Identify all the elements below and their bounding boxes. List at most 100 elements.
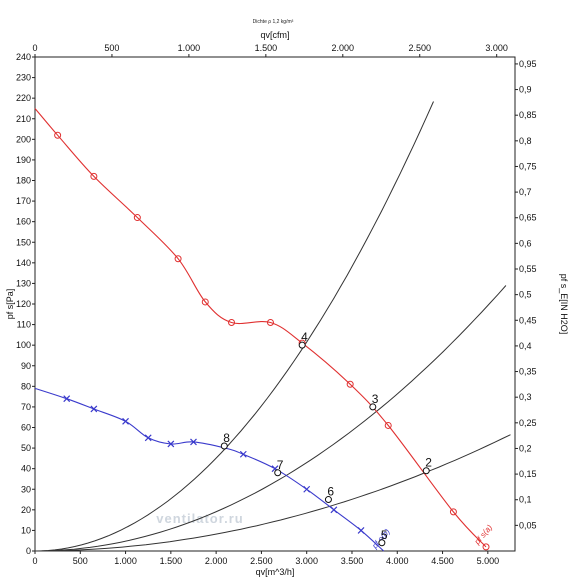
x-tick-label: 5.000 <box>477 556 500 566</box>
series-a-marker <box>346 380 354 388</box>
y2-tick-label: 0,1 <box>519 495 532 505</box>
x2-tick-label: 2.000 <box>332 43 355 53</box>
y-tick-label: 210 <box>16 114 31 124</box>
y2-tick-label: 0,95 <box>519 59 537 69</box>
x2-tick-label: 500 <box>104 43 119 53</box>
y2-tick-label: 0,9 <box>519 85 532 95</box>
y2-tick-label: 0,7 <box>519 187 532 197</box>
x2-tick-label: 1.500 <box>255 43 278 53</box>
series-a-marker <box>482 543 490 551</box>
operating-point-marker <box>220 442 228 450</box>
y-tick-label: 180 <box>16 176 31 186</box>
y-tick-label: 190 <box>16 155 31 165</box>
x2-tick-label: 3.000 <box>485 43 508 53</box>
y-tick-label: 150 <box>16 237 31 247</box>
y2-tick-label: 0,6 <box>519 238 532 248</box>
x-tick-label: 4.000 <box>386 556 409 566</box>
series-b-marker <box>303 485 311 493</box>
system-curve-3 <box>34 285 507 552</box>
y-tick-label: 90 <box>21 361 31 371</box>
y-tick-label: 20 <box>21 505 31 515</box>
y-tick-label: 170 <box>16 196 31 206</box>
operating-point-marker <box>422 467 430 475</box>
x-tick-label: 500 <box>73 556 88 566</box>
y2-tick-label: 0,2 <box>519 443 532 453</box>
left-axis-title: pf s[Pa] <box>5 289 15 320</box>
y-tick-label: 40 <box>21 464 31 474</box>
y-tick-label: 140 <box>16 258 31 268</box>
x-tick-label: 2.500 <box>250 556 273 566</box>
curve-layer <box>34 101 511 552</box>
y-tick-label: 200 <box>16 134 31 144</box>
y-tick-label: 10 <box>21 525 31 535</box>
series-b-marker <box>167 440 175 448</box>
y2-tick-label: 0,5 <box>519 290 532 300</box>
right-axis-title: pf s_E[IN H2O] <box>559 274 568 335</box>
y-tick-label: 240 <box>16 52 31 62</box>
y-tick-label: 30 <box>21 484 31 494</box>
x2-tick-label: 0 <box>32 43 37 53</box>
y-tick-label: 220 <box>16 93 31 103</box>
series-b-line <box>34 387 385 552</box>
y2-tick-label: 0,4 <box>519 341 532 351</box>
y-tick-label: 70 <box>21 402 31 412</box>
operating-point-label: 7 <box>277 458 284 472</box>
y2-tick-label: 0,75 <box>519 161 537 171</box>
x2-tick-label: 1.000 <box>178 43 201 53</box>
series-b-marker <box>90 405 98 413</box>
y-tick-label: 230 <box>16 73 31 83</box>
x-tick-label: 1.000 <box>114 556 137 566</box>
y-tick-label: 130 <box>16 278 31 288</box>
series-a-line <box>34 108 487 548</box>
y2-tick-label: 0,35 <box>519 367 537 377</box>
bottom-axis-title: qv[m^3/h] <box>256 567 295 577</box>
y-tick-label: 60 <box>21 423 31 433</box>
y2-tick-label: 0,85 <box>519 110 537 120</box>
series-a-marker <box>228 319 236 327</box>
system-curve-4 <box>34 101 434 552</box>
y-tick-label: 50 <box>21 443 31 453</box>
x-tick-label: 3.000 <box>295 556 318 566</box>
series-a-marker <box>54 131 62 139</box>
y-tick-label: 80 <box>21 381 31 391</box>
operating-point-label: 4 <box>301 330 308 344</box>
operating-point-marker <box>274 469 282 477</box>
chart-title: Dichte ρ 1,2 kg/m³ <box>253 19 294 25</box>
series-a-marker <box>449 508 457 516</box>
operating-point-marker <box>369 403 377 411</box>
y2-tick-label: 0,05 <box>519 520 537 530</box>
operating-point-label: 3 <box>372 392 379 406</box>
series-b-marker <box>330 506 338 514</box>
x-tick-label: 1.500 <box>160 556 183 566</box>
operating-point-label: 8 <box>223 431 230 445</box>
y-tick-label: 110 <box>17 320 31 330</box>
x-tick-label: 3.500 <box>341 556 364 566</box>
series-a-marker <box>384 421 392 429</box>
series-a-marker <box>90 172 98 180</box>
operating-point-label: 6 <box>327 485 334 499</box>
series-b-marker <box>144 434 152 442</box>
operating-point-marker <box>324 496 332 504</box>
operating-point-marker <box>298 341 306 349</box>
plot-frame <box>34 56 516 552</box>
y2-tick-label: 0,15 <box>519 469 537 479</box>
series-b-marker <box>63 395 71 403</box>
series-b-marker <box>190 438 197 446</box>
y-tick-label: 120 <box>16 299 31 309</box>
tick-layer: 0 500 1.000 1.500 2.000 2.500 3.000 3.500 4.000 4… <box>16 43 537 566</box>
y2-tick-label: 0,65 <box>519 213 537 223</box>
operating-point-label: 5 <box>381 528 388 542</box>
operating-point-marker <box>378 539 386 547</box>
y-tick-label: 100 <box>16 340 31 350</box>
series-b-marker <box>239 450 247 458</box>
operating-point-label: 2 <box>425 456 432 470</box>
system-curve-2 <box>35 434 511 552</box>
series-a-marker <box>201 298 209 306</box>
y2-tick-label: 0,55 <box>519 264 537 274</box>
y2-tick-label: 0,8 <box>519 136 532 146</box>
x-tick-label: 0 <box>32 556 37 566</box>
y-tick-label: 0 <box>26 546 31 556</box>
x-tick-label: 2.000 <box>205 556 228 566</box>
